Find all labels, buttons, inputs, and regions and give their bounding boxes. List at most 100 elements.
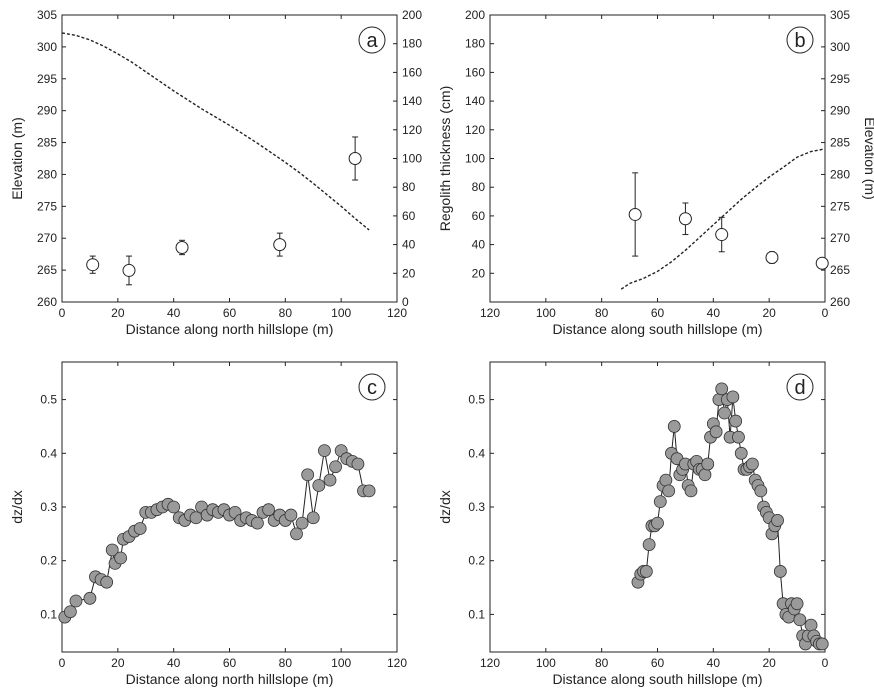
panel-d-data-point — [790, 597, 804, 611]
panel-a-y-right-tick-label: 80 — [402, 180, 416, 194]
panel-d-data-point — [698, 468, 712, 482]
panel-a-x-tick-label: 100 — [331, 306, 351, 320]
panel-b-y-right-tick-label: 300 — [830, 40, 850, 54]
panel-d-x-tick-label: 60 — [651, 656, 665, 670]
panel-b-y-right-tick-label: 275 — [830, 199, 850, 213]
panel-d-y-left-tick-label: 0.1 — [468, 607, 485, 621]
panel-a-y-right-tick-label: 140 — [402, 94, 422, 108]
panel-b-elevation-profile-line — [620, 148, 826, 290]
panel-b-x-axis-label: Distance along south hillslope (m) — [552, 321, 762, 337]
panel-c-data-point — [290, 527, 303, 541]
panel-a-y-right-tick-label: 200 — [402, 8, 422, 22]
panel-d-data-point — [639, 565, 653, 578]
panel-d-x-axis-label: Distance along south hillslope (m) — [552, 671, 762, 687]
panel-b-data-point — [678, 212, 692, 226]
panel-b-y-left-tick-label: 160 — [465, 65, 485, 79]
panel-a-y-right-tick-label: 20 — [402, 266, 416, 280]
panel-c-gradient-line — [64, 449, 370, 618]
panel-c-data-point — [351, 457, 365, 471]
panel-a-x-tick-label: 0 — [59, 306, 66, 320]
panel-d-data-point — [667, 420, 681, 433]
panel-c-x-tick-label: 80 — [279, 656, 293, 670]
panel-d-data-point — [651, 516, 664, 530]
panel-b-x-tick-label: 80 — [595, 306, 609, 320]
panel-a-y-left-tick-label: 305 — [37, 8, 57, 22]
panel-d-label-letter: d — [794, 377, 805, 399]
panel-c-y-left-tick-label: 0.2 — [40, 554, 57, 568]
panel-c-data-point — [100, 575, 114, 589]
panel-b-y-left-tick-label: 60 — [472, 209, 486, 223]
panel-b-label-letter: b — [794, 30, 805, 52]
panel-d-data-point — [746, 457, 759, 471]
panel-b-y-left-tick-label: 140 — [465, 94, 485, 108]
panel-d-data-point — [642, 538, 656, 551]
panel-c-data-point — [362, 484, 376, 498]
panel-a-y-left-tick-label: 275 — [37, 199, 57, 213]
panel-d-y-left-tick-label: 0.4 — [468, 446, 485, 460]
panel-b-y-right-tick-label: 260 — [830, 295, 850, 309]
panel-b-data-point — [765, 251, 779, 265]
panel-c-x-tick-label: 40 — [167, 656, 181, 670]
panel-a-x-axis-label: Distance along north hillslope (m) — [126, 321, 334, 337]
panel-c-data-point — [323, 473, 337, 487]
panel-c-label-circle — [358, 373, 386, 401]
panel-d-x-tick-label: 120 — [480, 656, 500, 670]
panel-b-y-right-tick-label: 270 — [830, 231, 850, 245]
panel-d-data-point — [729, 414, 743, 428]
panel-d-x-tick-label: 0 — [822, 656, 829, 670]
panel-c-data-point — [105, 543, 119, 557]
panel-a-label-letter: a — [366, 30, 378, 52]
panel-a-data-point — [86, 258, 100, 272]
panel-a-x-tick-label: 80 — [279, 306, 293, 320]
panel-a-frame — [61, 14, 398, 303]
panel-b-data-point — [715, 228, 729, 242]
panel-c-x-tick-label: 60 — [223, 656, 237, 670]
panel-b-x-tick-label: 40 — [707, 306, 721, 320]
panel-d-data-point — [701, 457, 715, 471]
panel-d-x-tick-label: 100 — [536, 656, 556, 670]
panel-a-x-tick-label: 40 — [167, 306, 181, 320]
panel-c-x-tick-label: 0 — [59, 656, 66, 670]
panel-b-x-tick-label: 100 — [536, 306, 556, 320]
panel-c-x-tick-label: 120 — [387, 656, 407, 670]
panel-c-data-point — [251, 516, 264, 530]
panel-a-elevation-profile-line — [61, 32, 370, 231]
panel-a-y-right-tick-label: 60 — [402, 209, 416, 223]
panel-d-data-point — [732, 430, 745, 444]
panel-c-data-point — [114, 551, 128, 565]
panel-b-y-right-tick-label: 265 — [830, 263, 850, 277]
panel-c-data-point — [83, 591, 97, 605]
panel-a-label-circle — [358, 26, 386, 54]
panel-b-y-right-tick-label: 305 — [830, 8, 850, 22]
panel-a-y-right-tick-label: 40 — [402, 238, 416, 252]
panel-b-y-left-axis-label: Regolith thickness (cm) — [437, 86, 453, 232]
panel-c-data-point — [306, 511, 320, 525]
panel-c-x-axis-label: Distance along north hillslope (m) — [126, 671, 334, 687]
panel-b-y-left-tick-label: 80 — [472, 180, 486, 194]
panel-b-data-point — [628, 207, 642, 221]
panel-b-y-left-tick-label: 120 — [465, 123, 485, 137]
panel-c-data-point — [312, 479, 326, 492]
panel-d-y-left-tick-label: 0.5 — [468, 393, 485, 407]
panel-a-data-point — [273, 238, 287, 252]
panel-a-y-left-tick-label: 260 — [37, 295, 57, 309]
panel-c-data-point — [69, 594, 83, 608]
panel-b-y-left-tick-label: 200 — [465, 8, 485, 22]
panel-d-data-point — [653, 495, 667, 509]
panel-d-data-point — [659, 473, 673, 487]
panel-b-x-tick-label: 20 — [762, 306, 776, 320]
panel-d-data-point — [734, 446, 748, 460]
panel-b-y-right-tick-label: 295 — [830, 72, 850, 86]
panel-c-x-tick-label: 100 — [331, 656, 351, 670]
panel-c-data-point — [167, 500, 181, 514]
panel-c-data-point — [189, 511, 203, 525]
panel-b-y-right-tick-label: 285 — [830, 136, 850, 150]
panel-c-data-point — [295, 516, 309, 530]
panel-d-x-tick-label: 20 — [762, 656, 776, 670]
panel-c-y-left-axis-label: dz/dx — [9, 490, 25, 523]
panel-d-data-point — [726, 390, 740, 404]
panel-c-data-point — [63, 605, 77, 619]
panel-c-y-left-tick-label: 0.5 — [40, 393, 57, 407]
panel-d-x-tick-label: 80 — [595, 656, 609, 670]
